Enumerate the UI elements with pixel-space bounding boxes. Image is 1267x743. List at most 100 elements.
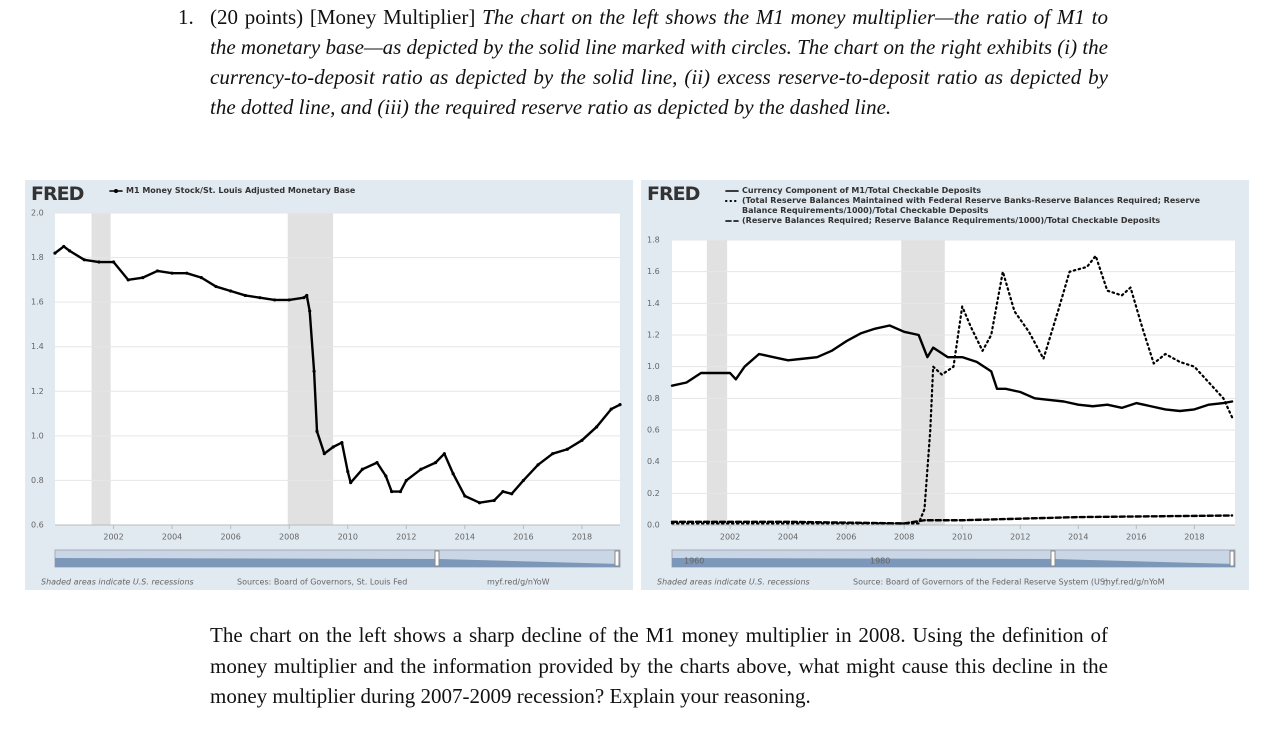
y-tick-label: 0.6 <box>647 426 660 435</box>
series-marker <box>68 249 72 253</box>
series-marker <box>360 467 364 471</box>
series-marker <box>594 425 599 429</box>
series-marker <box>442 452 446 456</box>
series-marker <box>340 440 344 445</box>
y-tick-label: 1.6 <box>647 267 660 276</box>
series-marker <box>141 276 145 280</box>
series-marker <box>214 284 218 289</box>
points: (20 points) <box>210 5 304 29</box>
series-marker <box>111 260 116 264</box>
series-marker <box>185 271 189 275</box>
recession-band <box>706 240 728 525</box>
series-marker <box>272 298 277 302</box>
y-tick-label: 1.0 <box>31 431 44 440</box>
series-marker <box>510 492 514 496</box>
y-tick-label: 1.4 <box>31 342 44 351</box>
chart-panel: 0.0 0.2 0.4 0.6 0.8 1.0 1.2 1.4 1.6 1.8 2002 2004 20… <box>641 180 1249 590</box>
topic: [Money Multiplier] <box>309 5 476 29</box>
series-marker <box>536 463 540 467</box>
y-tick-label: 0.2 <box>647 489 660 498</box>
y-tick-label: 0.0 <box>647 521 660 530</box>
chart-panel: 0.6 0.8 1.0 1.2 1.4 1.6 1.8 2.0 2002 2004 2006 2008… <box>25 180 633 590</box>
series-marker <box>419 467 423 471</box>
chart: 0.0 0.2 0.4 0.6 0.8 1.0 1.2 1.4 1.6 1.8 2002 2004 20… <box>647 236 1236 587</box>
legend-symbol <box>109 189 123 193</box>
legend-label: Currency Component of M1/Total Checkable… <box>742 186 982 195</box>
followup: The chart on the left shows a sharp decl… <box>210 623 1108 708</box>
recession-band <box>901 240 945 525</box>
navigator-area <box>672 558 1235 567</box>
question-number: 1. <box>178 5 194 29</box>
x-tick-label: 2016 <box>1126 533 1146 542</box>
x-tick-label: 2002 <box>720 533 740 542</box>
y-tick-label: 1.8 <box>647 236 660 245</box>
navigator-label: 1960 <box>684 557 704 566</box>
legend-label: M1 Money Stock/St. Louis Adjusted Moneta… <box>126 186 356 195</box>
y-tick-label: 0.6 <box>31 521 44 530</box>
footer-note: myf.red/g/nYoM <box>1103 578 1165 587</box>
x-tick-label: 2010 <box>338 533 358 542</box>
legend-marker <box>114 189 118 193</box>
legend-label: (Reserve Balances Required; Reserve Bala… <box>742 216 1161 225</box>
series-marker <box>451 472 455 476</box>
series-marker <box>287 298 291 302</box>
series-marker <box>170 271 174 275</box>
series-marker <box>463 494 467 498</box>
navigator-handle <box>614 550 620 567</box>
recession-band <box>287 213 334 525</box>
x-tick-label: 2014 <box>455 533 475 542</box>
series-line <box>670 254 1234 525</box>
y-tick-label: 1.2 <box>31 387 44 396</box>
prompt: The chart on the left shows the M1 money… <box>210 5 1109 119</box>
series-marker <box>492 498 496 503</box>
legend-symbol <box>725 200 739 202</box>
y-tick-label: 1.6 <box>31 298 44 307</box>
series-marker <box>477 501 482 505</box>
series-marker <box>565 447 569 451</box>
series-marker <box>551 452 555 456</box>
series-marker <box>258 296 262 300</box>
footer-note: Shaded areas indicate U.S. recessions <box>41 578 194 587</box>
series-marker <box>126 278 130 282</box>
series-marker <box>305 293 309 298</box>
footer-note: myf.red/g/nYoW <box>487 578 550 587</box>
series-marker <box>501 489 505 494</box>
series-marker <box>97 260 101 264</box>
y-tick-label: 1.8 <box>31 253 44 262</box>
series-marker <box>312 369 316 373</box>
y-tick-label: 1.0 <box>647 362 660 371</box>
navigator-handle <box>1050 550 1056 567</box>
navigator-handle <box>1229 550 1235 567</box>
series-marker <box>618 403 622 407</box>
series-marker <box>390 489 394 494</box>
y-tick-label: 0.8 <box>647 394 660 403</box>
x-tick-label: 2018 <box>572 533 592 542</box>
y-tick-label: 1.2 <box>647 331 660 340</box>
legend-entry: (Reserve Balances Required; Reserve Bala… <box>725 216 1215 226</box>
legend-symbol <box>725 190 739 192</box>
chart: 0.6 0.8 1.0 1.2 1.4 1.6 1.8 2.0 2002 2004 2006 2008… <box>31 209 622 587</box>
legend-entry: M1 Money Stock/St. Louis Adjusted Moneta… <box>109 186 599 196</box>
series-marker <box>302 296 306 300</box>
x-tick-label: 2004 <box>778 533 798 542</box>
series-marker <box>308 309 312 313</box>
x-tick-label: 2018 <box>1184 533 1204 542</box>
legend-entry: (Total Reserve Balances Maintained with … <box>725 196 1215 216</box>
x-tick-label: 2008 <box>894 533 914 542</box>
series-marker <box>346 469 350 474</box>
y-tick-label: 0.4 <box>647 457 660 466</box>
navigator-handle <box>434 550 440 567</box>
y-tick-label: 2.0 <box>31 209 44 218</box>
series-line <box>670 514 1234 525</box>
series-marker <box>229 289 233 293</box>
plot-area <box>672 240 1235 525</box>
x-tick-label: 2012 <box>1010 533 1030 542</box>
series-marker <box>315 429 319 433</box>
series-marker <box>82 258 86 262</box>
y-tick-label: 0.8 <box>31 476 44 485</box>
series-marker <box>580 438 584 442</box>
series-marker <box>398 489 403 494</box>
footer-note: Shaded areas indicate U.S. recessions <box>657 578 810 587</box>
x-tick-label: 2014 <box>1068 533 1088 542</box>
